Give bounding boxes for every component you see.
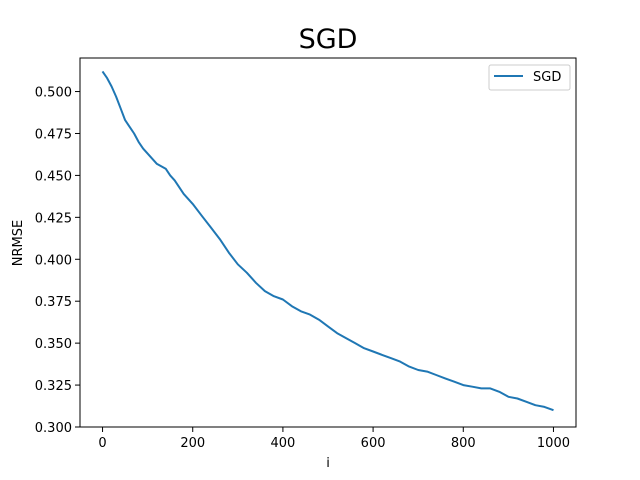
y-tick-label: 0.400 (35, 253, 72, 268)
chart-title: SGD (299, 24, 358, 55)
y-axis: 0.300 0.325 0.350 0.375 0.400 0.425 0.450 0.475… (35, 86, 80, 436)
legend: SGD (488, 64, 571, 91)
x-tick-label: 200 (180, 436, 205, 451)
y-tick-label: 0.325 (35, 379, 72, 394)
y-tick-label: 0.375 (35, 295, 72, 310)
y-axis-label: NRMSE (11, 220, 26, 266)
y-tick-label: 0.450 (35, 169, 72, 184)
x-axis: 0 200 400 600 800 1000 (98, 427, 570, 451)
x-tick-label: 1000 (537, 436, 570, 451)
y-tick-label: 0.350 (35, 337, 72, 352)
plot-area (79, 57, 577, 428)
series-line-sgd (101, 70, 554, 412)
legend-label-sgd: SGD (533, 70, 561, 85)
x-tick-label: 400 (270, 436, 295, 451)
y-tick-label: 0.500 (35, 86, 72, 101)
x-axis-label: i (326, 456, 330, 471)
x-tick-label: 0 (98, 436, 106, 451)
legend-box (488, 64, 571, 91)
series-layer (101, 70, 554, 412)
y-tick-label: 0.425 (35, 211, 72, 226)
x-tick-label: 600 (361, 436, 386, 451)
y-tick-label: 0.475 (35, 127, 72, 142)
x-tick-label: 800 (451, 436, 476, 451)
y-tick-label: 0.300 (35, 421, 72, 436)
